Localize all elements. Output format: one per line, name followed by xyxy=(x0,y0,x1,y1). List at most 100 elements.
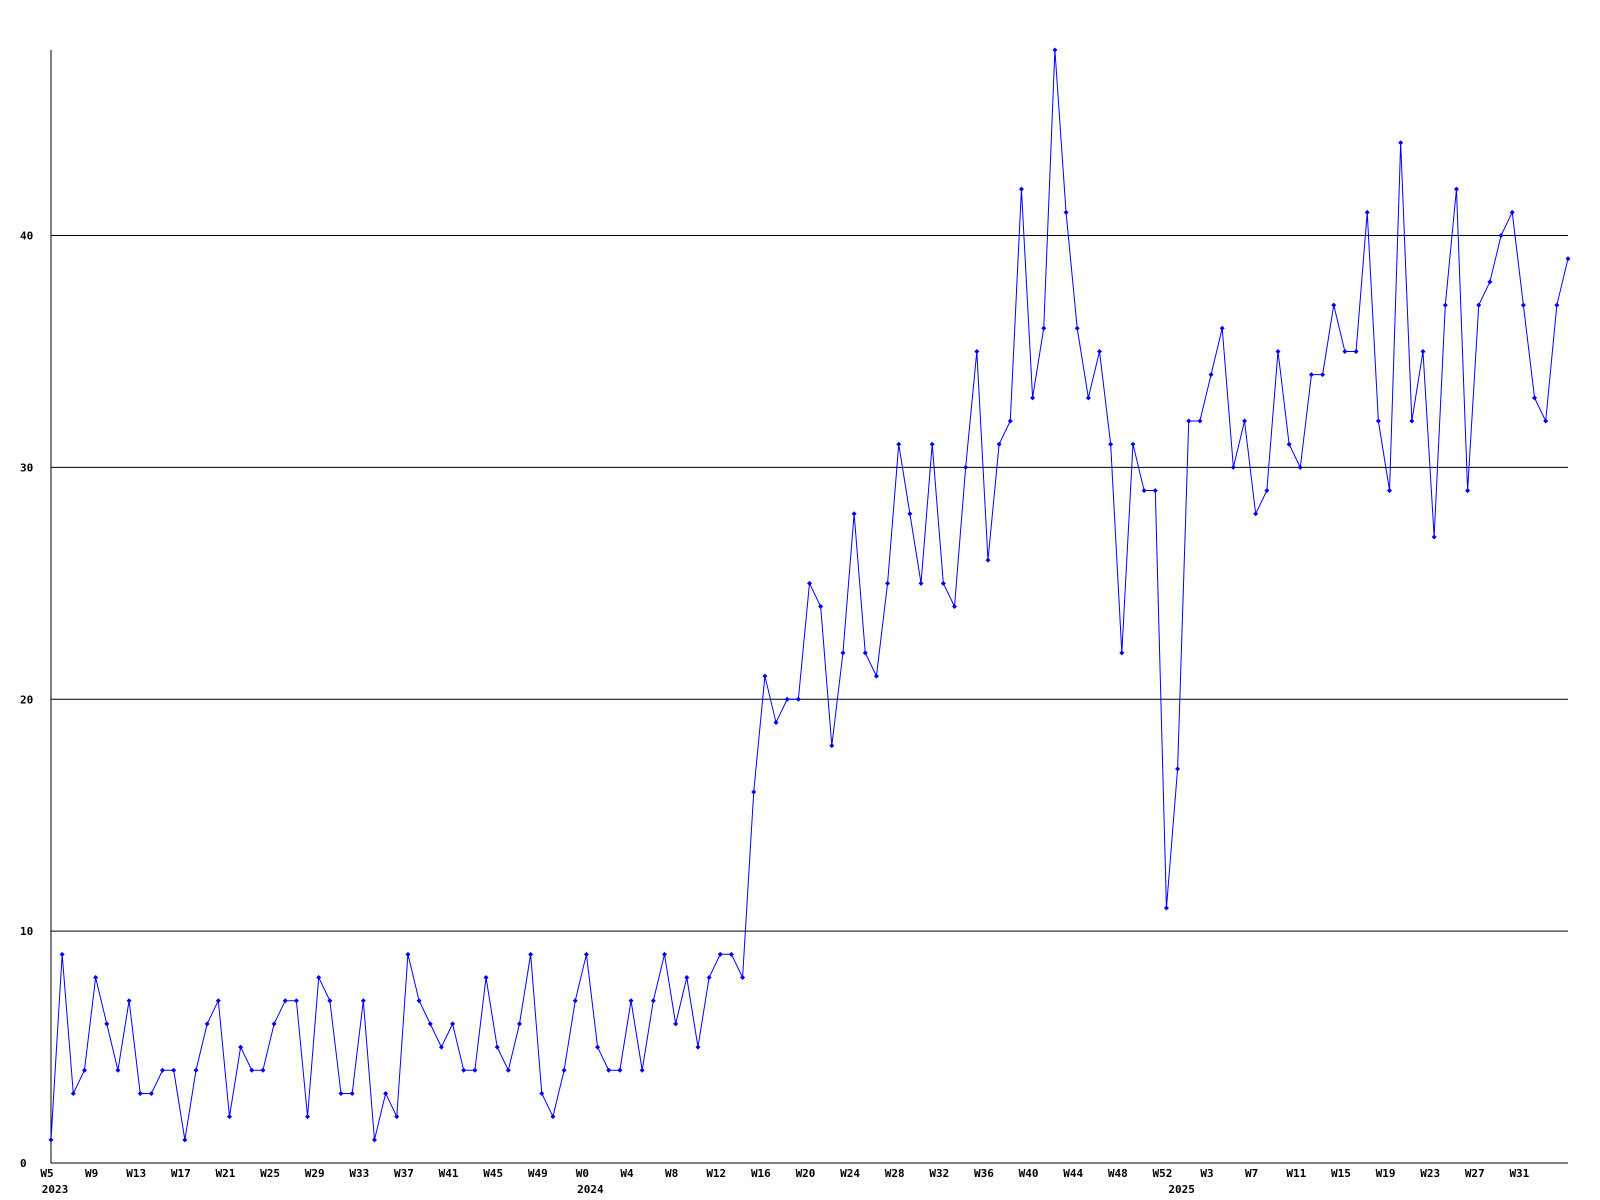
data-point xyxy=(918,580,924,586)
year-label: 2023 xyxy=(42,1183,69,1196)
data-point xyxy=(1264,488,1270,494)
data-point xyxy=(1331,302,1337,308)
y-tick-label: 30 xyxy=(20,461,33,474)
data-point xyxy=(807,580,812,586)
data-point xyxy=(829,743,835,749)
data-point xyxy=(1253,511,1259,517)
x-tick-label: W7 xyxy=(1245,1167,1258,1180)
data-point xyxy=(896,441,902,447)
data-point xyxy=(818,604,824,609)
data-point xyxy=(1565,256,1571,262)
data-point xyxy=(271,1021,277,1027)
data-point xyxy=(327,998,333,1004)
data-point xyxy=(115,1067,121,1073)
data-point xyxy=(1320,372,1326,378)
data-point xyxy=(438,1044,444,1050)
data-point xyxy=(1297,464,1303,470)
data-point xyxy=(728,951,734,957)
data-point xyxy=(1286,441,1292,447)
data-point xyxy=(1242,418,1248,424)
x-tick-label: W40 xyxy=(1019,1167,1039,1180)
data-point xyxy=(1453,186,1459,192)
data-point xyxy=(1186,418,1192,424)
data-point xyxy=(104,1021,110,1027)
data-point xyxy=(1018,186,1024,192)
data-point xyxy=(561,1067,567,1073)
y-tick-label: 10 xyxy=(20,925,33,938)
data-point xyxy=(427,1021,433,1027)
data-point xyxy=(516,1021,522,1027)
x-tick-label: W4 xyxy=(620,1167,634,1180)
data-point xyxy=(740,975,746,980)
x-tick-label: W23 xyxy=(1420,1167,1440,1180)
data-point xyxy=(1431,534,1437,540)
data-point xyxy=(1230,464,1236,470)
data-point xyxy=(316,975,322,980)
x-tick-label: W3 xyxy=(1200,1167,1213,1180)
data-point xyxy=(293,998,299,1004)
data-point xyxy=(461,1067,467,1073)
x-tick-label: W19 xyxy=(1376,1167,1396,1180)
data-point xyxy=(505,1067,511,1073)
data-point xyxy=(1152,488,1158,494)
y-tick-label: 40 xyxy=(20,230,33,243)
data-point xyxy=(996,441,1002,447)
data-point xyxy=(1041,325,1047,331)
data-point xyxy=(59,951,65,957)
data-point xyxy=(405,951,411,957)
data-point xyxy=(751,789,757,795)
data-point xyxy=(1208,372,1214,378)
data-point xyxy=(1498,233,1504,238)
data-point xyxy=(1175,766,1181,772)
data-point xyxy=(784,696,790,702)
data-point xyxy=(349,1090,355,1096)
x-tick-label: W29 xyxy=(305,1167,325,1180)
data-point xyxy=(974,348,980,354)
data-point xyxy=(1353,348,1359,354)
data-point xyxy=(360,998,366,1004)
x-tick-label: W49 xyxy=(528,1167,548,1180)
y-tick-label: 20 xyxy=(20,693,33,706)
data-point xyxy=(1554,302,1560,308)
data-point xyxy=(81,1067,87,1073)
data-point xyxy=(1387,488,1393,494)
data-point xyxy=(539,1090,545,1096)
data-point xyxy=(717,951,723,957)
data-point xyxy=(338,1090,344,1096)
data-point xyxy=(650,998,656,1004)
data-point xyxy=(550,1114,556,1120)
data-point xyxy=(383,1090,389,1096)
data-point xyxy=(1085,395,1091,401)
data-point xyxy=(583,951,589,957)
data-point xyxy=(851,511,857,517)
data-line xyxy=(50,49,1569,1140)
data-point xyxy=(1219,325,1225,331)
x-tick-label: W27 xyxy=(1465,1167,1485,1180)
data-point xyxy=(260,1067,266,1073)
x-tick-label: W28 xyxy=(885,1167,905,1180)
data-point xyxy=(929,441,935,447)
x-tick-label: W52 xyxy=(1153,1167,1173,1180)
data-point xyxy=(126,998,132,1004)
data-point xyxy=(249,1067,255,1073)
data-point xyxy=(907,511,913,517)
data-point xyxy=(684,975,690,980)
data-point xyxy=(595,1044,601,1050)
data-point xyxy=(137,1090,143,1096)
data-point xyxy=(840,650,846,656)
data-point xyxy=(985,557,991,563)
x-tick-label: W0 xyxy=(576,1167,589,1180)
x-tick-label: W17 xyxy=(171,1167,191,1180)
x-tick-label: W45 xyxy=(483,1167,503,1180)
x-tick-label: W24 xyxy=(840,1167,860,1180)
data-point xyxy=(1141,488,1147,494)
data-point xyxy=(160,1067,166,1073)
data-point xyxy=(773,719,779,725)
data-point xyxy=(1409,418,1415,424)
data-point xyxy=(450,1021,456,1027)
data-point xyxy=(1487,279,1493,285)
data-point xyxy=(1119,650,1125,656)
data-point xyxy=(795,696,801,702)
x-tick-label: W12 xyxy=(706,1167,726,1180)
data-point xyxy=(528,951,534,957)
